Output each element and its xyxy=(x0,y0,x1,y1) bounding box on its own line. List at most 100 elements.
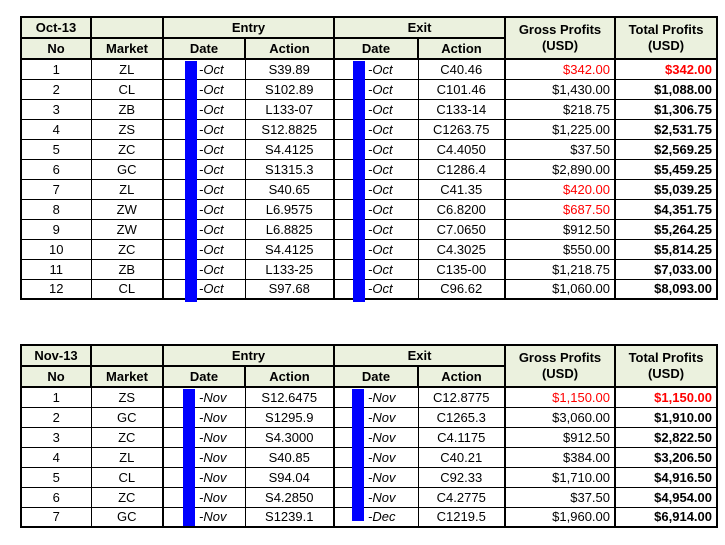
market-cell: ZL xyxy=(90,446,164,468)
entry-action-header: Action xyxy=(244,365,335,388)
trade-row: 2 CL -Oct S102.89 -Oct C101.46 $1,430.00 $1,088… xyxy=(20,78,718,100)
total-profit-cell: $5,264.25 xyxy=(614,218,718,240)
market-cell: ZC xyxy=(90,138,164,160)
gross-profit-cell: $384.00 xyxy=(504,446,616,468)
exit-action-cell: C7.0650 xyxy=(417,218,506,240)
exit-date-redaction-bar xyxy=(353,61,365,302)
market-cell: ZW xyxy=(90,218,164,240)
gross-profits-header-line2: (USD) xyxy=(541,366,579,381)
exit-date-cell: -Oct xyxy=(333,198,419,220)
exit-date-cell: -Oct xyxy=(333,258,419,280)
market-cell: CL xyxy=(90,466,164,488)
trade-row: 8 ZW -Oct L6.9575 -Oct C6.8200 $687.50 $4,351.7… xyxy=(20,198,718,220)
gross-profits-header: Gross Profits (USD) xyxy=(504,344,616,388)
exit-action-cell: C101.46 xyxy=(417,78,506,100)
no-cell: 2 xyxy=(20,78,92,100)
market-cell: GC xyxy=(90,406,164,428)
exit-action-cell: C4.3025 xyxy=(417,238,506,260)
gross-profits-header: Gross Profits (USD) xyxy=(504,16,616,60)
no-cell: 9 xyxy=(20,218,92,240)
gross-profit-cell: $550.00 xyxy=(504,238,616,260)
month-label: Nov-13 xyxy=(20,344,92,367)
exit-action-cell: C12.8775 xyxy=(417,386,506,408)
entry-date-cell: -Oct xyxy=(162,278,246,300)
total-profit-cell: $2,822.50 xyxy=(614,426,718,448)
total-profit-cell: $342.00 xyxy=(614,58,718,80)
gross-profit-cell: $342.00 xyxy=(504,58,616,80)
exit-date-cell: -Nov xyxy=(333,446,419,468)
entry-action-cell: L6.9575 xyxy=(244,198,335,220)
trade-row: 6 GC -Oct S1315.3 -Oct C1286.4 $2,890.00 $5,459… xyxy=(20,158,718,180)
market-header: Market xyxy=(90,37,164,60)
entry-action-cell: S102.89 xyxy=(244,78,335,100)
exit-date-cell: -Oct xyxy=(333,278,419,300)
exit-date-header: Date xyxy=(333,365,419,388)
exit-date-cell: -Oct xyxy=(333,78,419,100)
entry-group-header: Entry xyxy=(162,344,335,367)
exit-action-cell: C40.21 xyxy=(417,446,506,468)
entry-action-cell: S4.2850 xyxy=(244,486,335,508)
no-cell: 4 xyxy=(20,118,92,140)
no-cell: 8 xyxy=(20,198,92,220)
entry-date-redaction-bar xyxy=(185,61,197,302)
entry-date-cell: -Oct xyxy=(162,158,246,180)
gross-profit-cell: $218.75 xyxy=(504,98,616,120)
gross-profits-header-line2: (USD) xyxy=(541,38,579,53)
market-cell: CL xyxy=(90,78,164,100)
market-cell: CL xyxy=(90,278,164,300)
entry-action-cell: L6.8825 xyxy=(244,218,335,240)
exit-action-cell: C41.35 xyxy=(417,178,506,200)
entry-date-cell: -Nov xyxy=(162,386,246,408)
total-profits-header-line1: Total Profits xyxy=(628,350,704,365)
market-cell: GC xyxy=(90,158,164,180)
entry-action-cell: S4.3000 xyxy=(244,426,335,448)
exit-date-cell: -Oct xyxy=(333,158,419,180)
total-profit-cell: $2,569.25 xyxy=(614,138,718,160)
trades-table-october: Oct-13 Entry Exit Gross Profits (USD) To… xyxy=(20,16,718,300)
exit-date-cell: -Nov xyxy=(333,426,419,448)
entry-action-cell: S94.04 xyxy=(244,466,335,488)
trade-row: 2 GC -Nov S1295.9 -Nov C1265.3 $3,060.00 $1,910… xyxy=(20,406,718,428)
entry-date-cell: -Oct xyxy=(162,198,246,220)
total-profit-cell: $1,088.00 xyxy=(614,78,718,100)
exit-date-cell: -Oct xyxy=(333,118,419,140)
gross-profit-cell: $3,060.00 xyxy=(504,406,616,428)
trade-row: 1 ZL -Oct S39.89 -Oct C40.46 $342.00 $342.00 xyxy=(20,58,718,80)
total-profits-header: Total Profits (USD) xyxy=(614,344,718,388)
exit-date-cell: -Nov xyxy=(333,486,419,508)
exit-action-cell: C96.62 xyxy=(417,278,506,300)
entry-action-cell: S1315.3 xyxy=(244,158,335,180)
entry-date-redaction-bar xyxy=(183,389,195,526)
gross-profit-cell: $37.50 xyxy=(504,138,616,160)
gross-profits-header-line1: Gross Profits xyxy=(518,22,602,37)
gross-profit-cell: $1,060.00 xyxy=(504,278,616,300)
market-cell: ZL xyxy=(90,58,164,80)
total-profit-cell: $4,351.75 xyxy=(614,198,718,220)
month-label: Oct-13 xyxy=(20,16,92,39)
no-cell: 5 xyxy=(20,138,92,160)
market-header: Market xyxy=(90,365,164,388)
market-cell: GC xyxy=(90,506,164,528)
trade-row: 1 ZS -Nov S12.6475 -Nov C12.8775 $1,150.00 $1,1… xyxy=(20,386,718,408)
entry-action-cell: S12.6475 xyxy=(244,386,335,408)
exit-action-cell: C135-00 xyxy=(417,258,506,280)
total-profit-cell: $4,916.50 xyxy=(614,466,718,488)
market-cell: ZC xyxy=(90,426,164,448)
market-cell: ZS xyxy=(90,386,164,408)
trade-row: 12 CL -Oct S97.68 -Oct C96.62 $1,060.00 $8,093.… xyxy=(20,278,718,300)
gross-profit-cell: $1,218.75 xyxy=(504,258,616,280)
trade-row: 7 GC -Nov S1239.1 -Dec C1219.5 $1,960.00 $6,914… xyxy=(20,506,718,528)
entry-date-cell: -Nov xyxy=(162,466,246,488)
no-cell: 3 xyxy=(20,98,92,120)
entry-action-cell: S40.65 xyxy=(244,178,335,200)
no-header: No xyxy=(20,37,92,60)
market-cell: ZC xyxy=(90,486,164,508)
entry-action-cell: L133-25 xyxy=(244,258,335,280)
exit-action-cell: C4.1175 xyxy=(417,426,506,448)
exit-date-header: Date xyxy=(333,37,419,60)
exit-date-cell: -Oct xyxy=(333,238,419,260)
exit-date-cell: -Nov xyxy=(333,386,419,408)
total-profit-cell: $1,306.75 xyxy=(614,98,718,120)
total-profit-cell: $5,814.25 xyxy=(614,238,718,260)
